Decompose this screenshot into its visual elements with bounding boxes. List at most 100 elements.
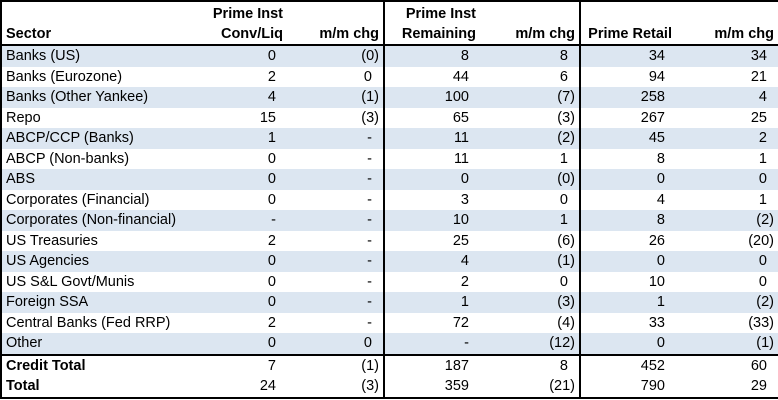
value-cell: 1 — [676, 148, 778, 169]
header-bottom-label: Conv/Liq — [220, 26, 283, 42]
value-cell: (21) — [480, 376, 581, 398]
value-cell: 0 — [207, 333, 287, 355]
sector-cell: Repo — [1, 107, 207, 128]
value-cell: 60 — [676, 353, 778, 376]
table-row: Banks (Eurozone) 2 0 44 6 94 21 — [1, 66, 778, 87]
header-row: Sector Prime Inst Conv/Liq m/m chg Prime… — [1, 1, 778, 46]
header-bottom-label: m/m chg — [319, 26, 379, 42]
table-row: ABS 0-0 (0) 0 0 — [1, 169, 778, 190]
value-cell: - — [287, 148, 385, 169]
value-cell: - — [287, 312, 385, 333]
value-cell: 33 — [580, 312, 676, 333]
value-cell: (7) — [480, 87, 581, 108]
value-cell: 21 — [676, 66, 778, 87]
value-cell: 2 — [207, 230, 287, 251]
header-bottom-label: m/m chg — [714, 26, 774, 42]
value-cell: (3) — [287, 376, 385, 398]
value-cell: 0 — [207, 169, 287, 190]
header-sector: Sector — [1, 1, 207, 46]
table-row: US S&L Govt/Munis 0-2 0 10 0 — [1, 271, 778, 292]
value-cell: 94 — [580, 66, 676, 87]
sector-cell: Foreign SSA — [1, 292, 207, 313]
value-cell: 1 — [384, 292, 480, 313]
value-cell: 8 — [580, 210, 676, 231]
table-row: Central Banks (Fed RRP) 2-72 (4) 33 (33) — [1, 312, 778, 333]
value-cell: 11 — [384, 128, 480, 149]
value-cell: - — [384, 333, 480, 355]
value-cell: - — [287, 251, 385, 272]
value-cell: 4 — [207, 87, 287, 108]
value-cell: 258 — [580, 87, 676, 108]
value-cell: (6) — [480, 230, 581, 251]
value-cell: 0 — [676, 169, 778, 190]
table-body: Banks (US) 0 (0) 8 8 34 34 Banks (Eurozone) 2 0 44… — [1, 45, 778, 398]
value-cell: 0 — [207, 148, 287, 169]
table-row: Corporates (Non-financial) - -10 1 8 (2) — [1, 210, 778, 231]
value-cell: - — [287, 169, 385, 190]
value-cell: 2 — [207, 66, 287, 87]
value-cell: 4 — [580, 189, 676, 210]
sector-cell: Credit Total — [1, 353, 207, 376]
header-prime-retail: Prime Retail — [580, 1, 676, 46]
sector-cell: Corporates (Financial) — [1, 189, 207, 210]
table-row: Repo 15 (3) 65 (3) 267 25 — [1, 107, 778, 128]
value-cell: (1) — [287, 87, 385, 108]
table-row: US Treasuries 2-25 (6) 26 (20) — [1, 230, 778, 251]
value-cell: 359 — [384, 376, 480, 398]
header-mm-chg-3: m/m chg — [676, 1, 778, 46]
value-cell: 29 — [676, 376, 778, 398]
value-cell: 6 — [480, 66, 581, 87]
value-cell: 267 — [580, 107, 676, 128]
sector-cell: ABCP (Non-banks) — [1, 148, 207, 169]
value-cell: 11 — [384, 148, 480, 169]
value-cell: 7 — [207, 353, 287, 376]
value-cell: - — [287, 230, 385, 251]
header-bottom-label: m/m chg — [515, 26, 575, 42]
value-cell: (4) — [480, 312, 581, 333]
table-row: Banks (Other Yankee) 4 (1) 100 (7) 258 4 — [1, 87, 778, 108]
value-cell: 0 — [580, 169, 676, 190]
header-bottom-label: Remaining — [401, 26, 476, 42]
value-cell: 10 — [580, 271, 676, 292]
sector-cell: Banks (Other Yankee) — [1, 87, 207, 108]
header-top-label: Prime Inst — [212, 6, 283, 22]
value-cell: 0 — [580, 333, 676, 355]
value-cell: 72 — [384, 312, 480, 333]
sector-cell: Corporates (Non-financial) — [1, 210, 207, 231]
value-cell: 0 — [207, 189, 287, 210]
value-cell: 15 — [207, 107, 287, 128]
value-cell: 2 — [676, 128, 778, 149]
value-cell: (3) — [480, 107, 581, 128]
value-cell: 44 — [384, 66, 480, 87]
sector-cell: ABS — [1, 169, 207, 190]
sector-cell: Banks (US) — [1, 45, 207, 67]
value-cell: 0 — [676, 251, 778, 272]
value-cell: (2) — [676, 210, 778, 231]
value-cell: 2 — [207, 312, 287, 333]
value-cell: 1 — [480, 148, 581, 169]
value-cell: 8 — [384, 45, 480, 67]
table-row: US Agencies 0-4 (1) 0 0 — [1, 251, 778, 272]
table-row: Banks (US) 0 (0) 8 8 34 34 — [1, 45, 778, 67]
sector-cell: Total — [1, 376, 207, 398]
table-row: Corporates (Financial) 0-3 0 4 1 — [1, 189, 778, 210]
value-cell: - — [287, 271, 385, 292]
value-cell: 3 — [384, 189, 480, 210]
total-row: Total 24 (3) 359 (21) 790 29 — [1, 376, 778, 398]
value-cell: (1) — [676, 333, 778, 355]
table-row: Foreign SSA 0-1 (3) 1 (2) — [1, 292, 778, 313]
sector-cell: US S&L Govt/Munis — [1, 271, 207, 292]
value-cell: 1 — [480, 210, 581, 231]
value-cell: 8 — [480, 45, 581, 67]
sector-cell: ABCP/CCP (Banks) — [1, 128, 207, 149]
sector-cell: US Treasuries — [1, 230, 207, 251]
header-top-label: Prime Inst — [405, 6, 476, 22]
header-mm-chg-2: m/m chg — [480, 1, 581, 46]
value-cell: 0 — [676, 271, 778, 292]
value-cell: (2) — [480, 128, 581, 149]
total-row: Credit Total 7 (1) 187 8 452 60 — [1, 353, 778, 376]
value-cell: (0) — [480, 169, 581, 190]
value-cell: 0 — [480, 271, 581, 292]
